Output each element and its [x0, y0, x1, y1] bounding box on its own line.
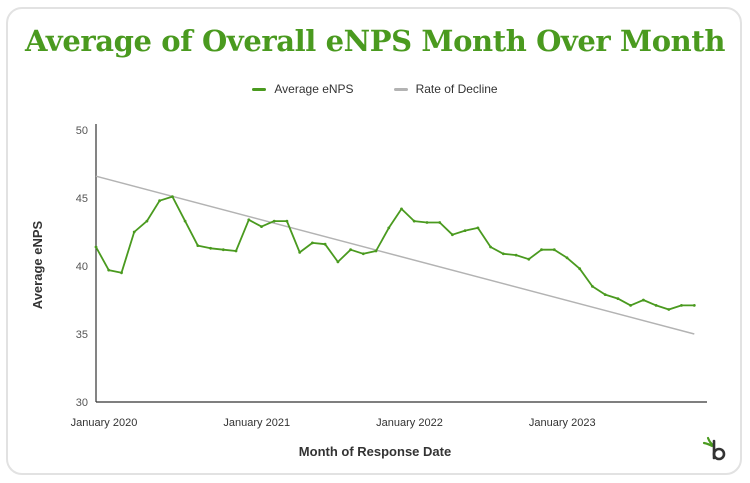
chart-axes: 30 35 40 45 50 January 2020 January 2021 Januar… — [71, 124, 707, 429]
data-point — [425, 221, 429, 224]
chart-card — [6, 7, 742, 475]
series-line-rate-of-decline — [95, 175, 695, 335]
data-point — [489, 245, 492, 249]
data-point — [642, 298, 645, 302]
data-point — [412, 219, 416, 223]
data-point — [654, 304, 658, 307]
data-point — [158, 199, 162, 203]
data-point — [463, 229, 467, 233]
data-point — [591, 285, 594, 288]
data-point — [132, 230, 136, 234]
chart-series — [94, 175, 696, 335]
data-point — [171, 195, 174, 199]
data-point — [565, 256, 569, 260]
data-point — [247, 218, 251, 222]
data-point — [527, 257, 531, 261]
x-axis-label: Month of Response Date — [299, 444, 451, 459]
data-point — [629, 304, 632, 307]
data-point — [221, 248, 225, 252]
data-point — [120, 271, 123, 275]
data-point — [94, 245, 98, 249]
y-tick-label: 50 — [76, 125, 88, 137]
brand-logo-icon — [702, 436, 726, 461]
data-point — [540, 248, 543, 252]
data-point — [311, 241, 314, 245]
data-point — [349, 248, 352, 252]
chart-legend: Average eNPS Rate of Decline — [0, 80, 750, 98]
y-axis-label: Average eNPS — [30, 220, 45, 309]
data-point — [285, 219, 289, 223]
data-point — [145, 219, 149, 223]
legend-swatch-average-enps — [252, 87, 267, 91]
data-point — [336, 260, 340, 264]
data-point — [260, 225, 263, 229]
legend-item-rate-of-decline: Rate of Decline — [393, 82, 498, 96]
data-point — [692, 304, 696, 307]
data-point — [501, 252, 505, 256]
y-tick-label: 35 — [76, 329, 88, 341]
data-point — [298, 251, 302, 254]
y-tick-label: 45 — [76, 193, 88, 205]
legend-label-rate-of-decline: Rate of Decline — [415, 82, 498, 96]
y-tick-label: 40 — [76, 261, 88, 273]
chart-title: Average of Overall eNPS Month Over Month — [24, 24, 726, 58]
data-point — [361, 252, 365, 256]
y-tick-label: 30 — [76, 397, 88, 409]
data-point — [680, 304, 683, 307]
data-point — [196, 244, 200, 248]
data-point — [107, 268, 111, 272]
data-point — [667, 308, 671, 311]
data-point — [272, 219, 276, 223]
data-point — [209, 246, 213, 250]
legend-swatch-rate-of-decline — [393, 87, 408, 91]
legend-label-average-enps: Average eNPS — [274, 82, 354, 96]
series-line-average-enps — [95, 195, 695, 311]
data-point — [387, 226, 391, 230]
data-point — [552, 248, 556, 252]
x-tick-label: January 2021 — [223, 417, 290, 429]
data-point — [616, 297, 620, 300]
data-point — [234, 249, 238, 253]
data-point — [603, 293, 607, 296]
data-point — [476, 226, 480, 230]
data-point — [183, 219, 187, 223]
data-point — [323, 242, 327, 246]
x-tick-label: January 2020 — [71, 417, 138, 429]
legend-item-average-enps: Average eNPS — [252, 82, 354, 96]
data-point — [438, 221, 442, 224]
data-point — [451, 233, 454, 237]
data-point — [374, 249, 378, 253]
data-point — [400, 207, 403, 211]
x-tick-label: January 2023 — [529, 417, 596, 429]
data-point — [578, 267, 582, 271]
data-point — [514, 253, 518, 257]
x-tick-label: January 2022 — [376, 417, 443, 429]
